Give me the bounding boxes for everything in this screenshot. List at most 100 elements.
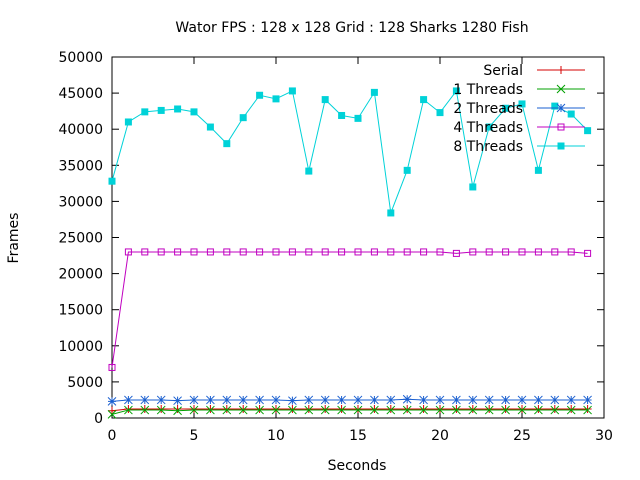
series-4-threads: [108, 248, 592, 371]
data-point: [288, 404, 297, 413]
data-point: [174, 248, 182, 256]
data-point: [320, 395, 330, 405]
data-point: [271, 395, 281, 405]
data-point: [288, 248, 296, 256]
data-point: [484, 395, 494, 405]
plot-frame: [111, 56, 605, 419]
legend-label: 8 Threads: [453, 139, 523, 155]
data-point: [124, 118, 132, 126]
data-point: [239, 404, 248, 413]
data-point: [551, 248, 559, 256]
data-point: [420, 96, 428, 104]
data-point: [386, 395, 396, 405]
data-point: [108, 363, 116, 371]
data-point: [256, 248, 264, 256]
legend-label: 2 Threads: [453, 101, 523, 117]
data-point: [518, 404, 526, 413]
data-point: [551, 102, 559, 110]
data-point: [518, 100, 526, 108]
data-point: [124, 404, 133, 413]
data-point: [354, 248, 362, 256]
data-point: [272, 248, 280, 256]
data-point: [305, 248, 313, 256]
axes: 0 5000 10000 15000 20000 25000 30000 35000 40000…: [58, 50, 612, 444]
data-point: [157, 106, 165, 114]
data-point: [338, 111, 346, 119]
data-point: [469, 248, 477, 256]
data-point: [107, 397, 117, 406]
legend-label: Serial: [483, 63, 523, 79]
data-point: [436, 404, 444, 413]
data-point: [468, 395, 478, 405]
x-tick-label: 10: [267, 428, 285, 444]
data-point: [222, 404, 231, 413]
data-point: [452, 87, 460, 95]
data-point: [419, 395, 428, 405]
data-point: [370, 88, 378, 96]
data-point: [452, 404, 461, 413]
data-point: [256, 91, 264, 99]
data-point: [156, 405, 166, 415]
data-point: [124, 248, 132, 256]
data-point: [141, 108, 149, 116]
series-8-threads: [108, 87, 592, 217]
data-point: [484, 405, 494, 415]
series-2-threads: [107, 394, 592, 406]
data-point: [435, 395, 445, 405]
y-tick-label: 35000: [58, 158, 103, 174]
data-point: [288, 396, 297, 406]
data-point: [223, 140, 231, 148]
data-point: [223, 248, 231, 256]
data-point: [255, 404, 264, 413]
x-tick-label: 30: [595, 428, 613, 444]
data-point: [173, 396, 182, 406]
data-point: [156, 395, 166, 405]
data-point: [337, 395, 346, 405]
data-point: [190, 404, 198, 413]
data-point: [370, 395, 379, 405]
x-tick-label: 20: [431, 428, 449, 444]
data-point: [534, 404, 543, 413]
series-1-threads-line: [111, 409, 588, 415]
legend-label: 1 Threads: [453, 82, 523, 98]
data-point: [304, 395, 314, 405]
data-point: [174, 105, 182, 113]
data-point: [222, 405, 232, 415]
legend-marker: [556, 103, 566, 113]
data-point: [386, 405, 396, 415]
data-point: [272, 95, 280, 103]
data-point: [370, 248, 378, 256]
data-point: [567, 248, 575, 256]
data-point: [583, 405, 592, 415]
data-point: [518, 248, 526, 256]
data-point: [108, 406, 116, 415]
data-point: [501, 404, 510, 413]
y-tick-label: 45000: [58, 86, 103, 102]
data-point: [189, 405, 199, 415]
data-point: [370, 405, 379, 415]
y-tick-label: 10000: [58, 339, 103, 355]
data-point: [255, 405, 264, 415]
data-point: [402, 394, 412, 404]
data-point: [354, 114, 362, 122]
series-4-threads-line: [111, 251, 588, 368]
data-point: [190, 108, 198, 116]
data-point: [108, 177, 116, 185]
series-1-threads: [107, 405, 592, 419]
data-point: [436, 248, 444, 256]
data-point: [583, 404, 592, 413]
data-point: [584, 127, 592, 135]
y-tick-label: 0: [94, 411, 103, 427]
legend-marker: [557, 66, 565, 74]
data-point: [271, 405, 281, 415]
data-point: [469, 183, 477, 191]
y-tick-label: 40000: [58, 122, 103, 138]
data-point: [567, 110, 575, 118]
data-point: [452, 395, 461, 405]
data-point: [566, 395, 576, 405]
data-point: [517, 395, 527, 405]
data-point: [403, 404, 412, 413]
legend-item-serial: Serial: [483, 63, 585, 79]
data-point: [206, 123, 214, 131]
data-point: [387, 248, 395, 256]
